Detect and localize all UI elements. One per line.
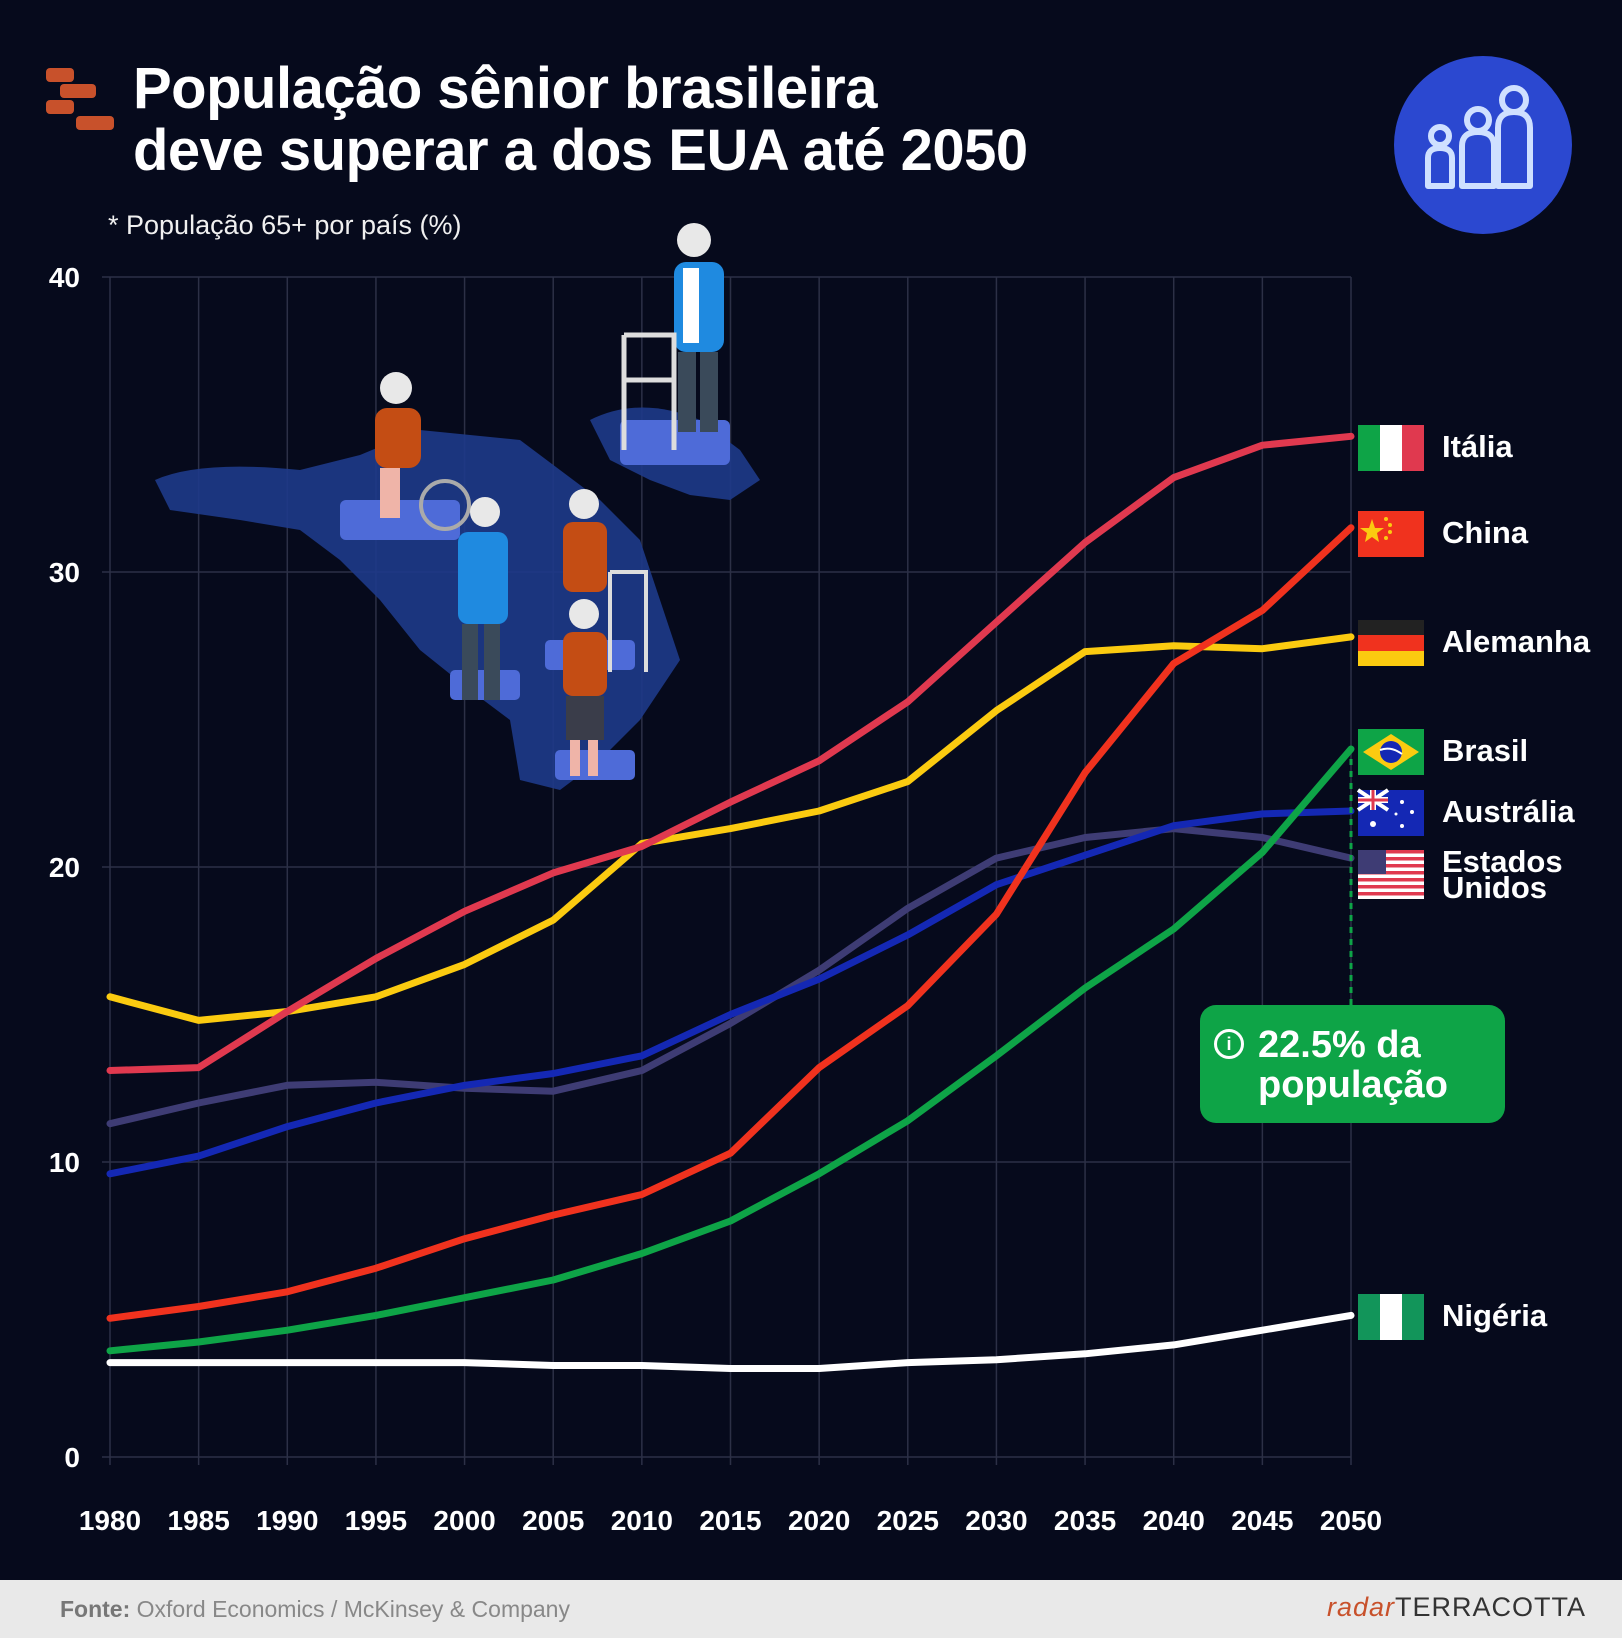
series-line-china xyxy=(106,524,1355,1322)
x-tick-label: 2015 xyxy=(699,1505,761,1536)
x-tick-label: 2035 xyxy=(1054,1505,1116,1536)
source-label: Fonte: xyxy=(60,1596,131,1622)
callout-text: 22.5% da população xyxy=(1258,1025,1448,1105)
x-tick-label: 2040 xyxy=(1143,1505,1205,1536)
footer: Fonte: Oxford Economics / McKinsey & Com… xyxy=(0,1580,1622,1638)
x-tick-label: 1990 xyxy=(256,1505,318,1536)
family-icon xyxy=(1425,85,1533,189)
y-tick-label: 20 xyxy=(49,852,80,883)
elderly-family-badge xyxy=(1394,56,1572,234)
y-tick-label: 0 xyxy=(64,1442,80,1473)
brand-prefix: radar xyxy=(1326,1592,1395,1622)
x-tick-label: 2005 xyxy=(522,1505,584,1536)
country-label-china: China xyxy=(1442,515,1529,550)
info-icon: i xyxy=(1214,1029,1244,1059)
series-line-nigeria xyxy=(106,1311,1355,1372)
x-axis-ticks: 1980 1985 1990 1995 2000 2005 2010 2015 2020 2025… xyxy=(79,1505,1382,1536)
page-title: População sênior brasileira deve superar… xyxy=(133,58,1028,182)
country-label-australia: Austrália xyxy=(1442,794,1575,829)
flag-nigeria-icon xyxy=(1358,1294,1424,1340)
country-label-alemanha: Alemanha xyxy=(1442,624,1591,659)
y-tick-label: 30 xyxy=(49,557,80,588)
brand-wordmark: radarTERRACOTTA xyxy=(1327,1592,1586,1623)
series-line-brasil xyxy=(106,745,1355,1355)
x-tick-label: 2020 xyxy=(788,1505,850,1536)
y-axis-ticks: 0 10 20 30 40 xyxy=(49,262,80,1473)
series-line-italia xyxy=(106,432,1355,1074)
flag-eua-icon xyxy=(1358,850,1424,899)
series-line-alemanha xyxy=(106,633,1355,1024)
seniors-world-illustration xyxy=(155,223,760,790)
country-flags xyxy=(1356,425,1424,1340)
flag-italia-icon xyxy=(1358,425,1424,471)
brand-name: TERRACOTTA xyxy=(1395,1592,1586,1622)
brand-logo-icon xyxy=(46,68,114,130)
x-tick-label: 1995 xyxy=(345,1505,407,1536)
source-text: Oxford Economics / McKinsey & Company xyxy=(136,1596,570,1622)
y-tick-label: 10 xyxy=(49,1147,80,1178)
y-tick-label: 40 xyxy=(49,262,80,293)
x-tick-label: 2045 xyxy=(1231,1505,1293,1536)
series-line-australia xyxy=(106,807,1355,1178)
flag-australia-icon xyxy=(1356,788,1424,836)
x-tick-label: 2050 xyxy=(1320,1505,1382,1536)
chart-subtitle: * População 65+ por país (%) xyxy=(108,210,462,240)
series-line-eua xyxy=(106,825,1355,1128)
x-tick-label: 2010 xyxy=(611,1505,673,1536)
x-tick-label: 2025 xyxy=(877,1505,939,1536)
chart-series xyxy=(106,432,1355,1372)
callout-line-1: 22.5% da xyxy=(1258,1024,1421,1066)
x-tick-label: 2000 xyxy=(433,1505,495,1536)
flag-brasil-icon xyxy=(1358,729,1424,775)
callout-line-2: população xyxy=(1258,1064,1449,1106)
x-tick-label: 2030 xyxy=(965,1505,1027,1536)
country-label-italia: Itália xyxy=(1442,429,1513,464)
country-label-brasil: Brasil xyxy=(1442,733,1529,768)
title-line-1: População sênior brasileira xyxy=(133,56,878,121)
x-tick-label: 1980 xyxy=(79,1505,141,1536)
source-note: Fonte: Oxford Economics / McKinsey & Com… xyxy=(60,1596,570,1623)
country-label-nigeria: Nigéria xyxy=(1442,1298,1548,1333)
title-line-2: deve superar a dos EUA até 2050 xyxy=(133,118,1028,183)
flag-china-icon xyxy=(1358,511,1424,557)
brazil-callout: i 22.5% da população xyxy=(1200,1005,1505,1123)
country-label-eua: Estados Unidos xyxy=(1442,844,1563,905)
x-tick-label: 1985 xyxy=(167,1505,229,1536)
flag-alemanha-icon xyxy=(1358,620,1424,666)
